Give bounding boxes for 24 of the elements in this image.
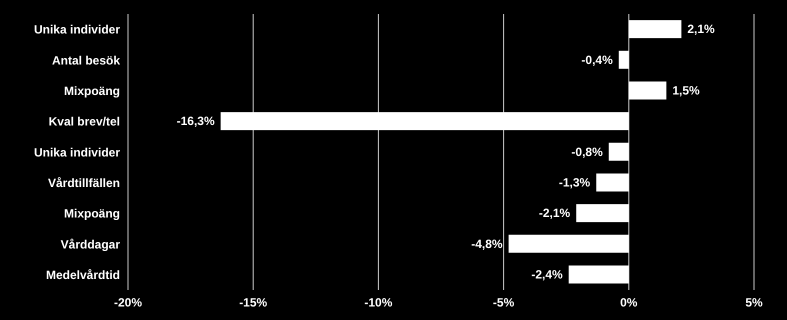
- data-label: -1,3%: [558, 175, 591, 190]
- data-label: -2,4%: [531, 267, 564, 282]
- x-tick-label: 5%: [745, 296, 763, 310]
- y-tick-label: Mixpoäng: [64, 206, 120, 221]
- y-tick-label: Vårdtillfällen: [48, 176, 120, 190]
- x-tick-label: 0%: [620, 296, 638, 310]
- y-tick-label: Mixpoäng: [64, 84, 120, 98]
- data-label: -16,3%: [176, 114, 215, 128]
- y-tick-label: Kval brev/tel: [48, 114, 120, 129]
- y-tick-label: Unika individer: [34, 22, 120, 37]
- y-tick-label: Vårddagar: [60, 237, 120, 252]
- data-label: 2,1%: [687, 22, 716, 36]
- y-tick-label: Antal besök: [52, 53, 120, 68]
- data-label: -0,8%: [571, 144, 604, 159]
- data-label: 1,5%: [672, 83, 700, 98]
- x-tick-label: -15%: [239, 296, 268, 310]
- x-tick-label: -5%: [492, 296, 515, 310]
- data-label: -2,1%: [538, 206, 571, 220]
- y-tick-label: Medelvårdtid: [46, 268, 120, 282]
- x-tick-label: -10%: [364, 296, 393, 310]
- y-tick-label: Unika individer: [34, 145, 120, 160]
- x-tick-label: -20%: [114, 296, 142, 310]
- data-label: -4,8%: [471, 236, 503, 251]
- data-label: -0,4%: [581, 52, 614, 67]
